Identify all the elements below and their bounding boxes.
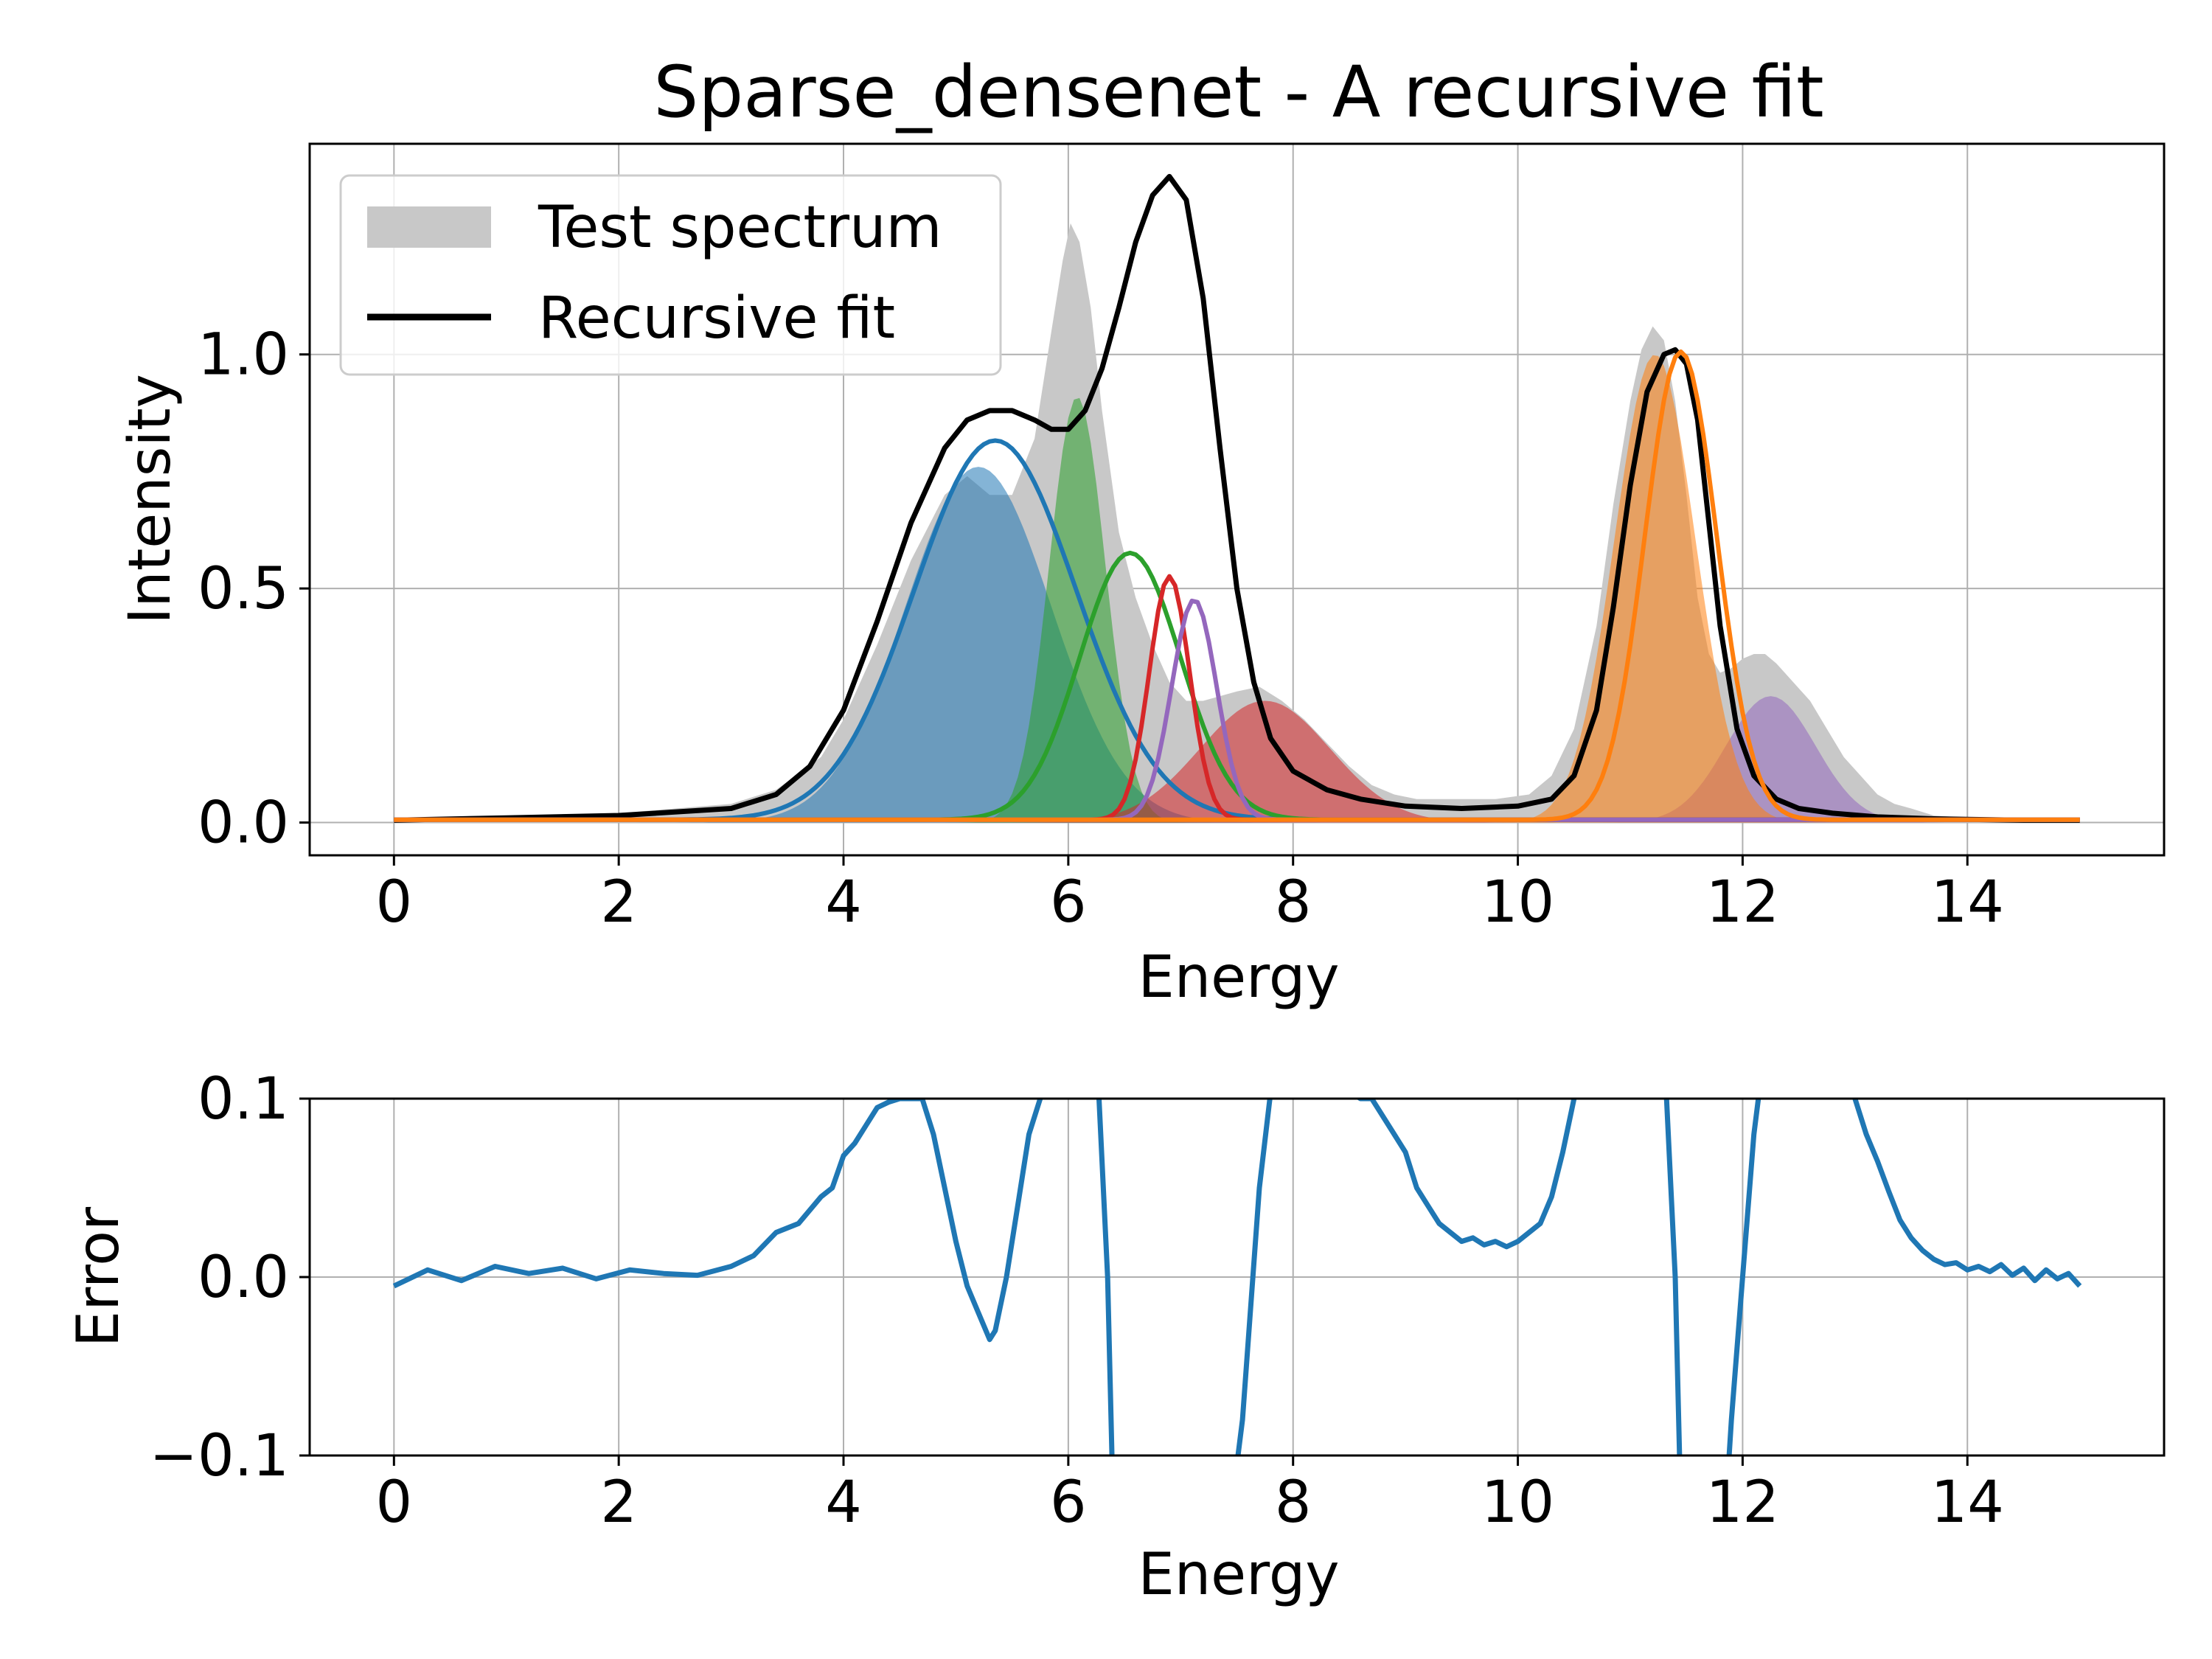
bottom-x-tick-label: 2 xyxy=(600,1470,637,1536)
error-plot-area xyxy=(392,1099,2082,1455)
legend-test-spectrum-swatch xyxy=(367,206,491,248)
legend-recursive-fit-label: Recursive fit xyxy=(538,285,895,352)
legend-box xyxy=(339,174,1002,376)
spectrum-panel: Sparse_densenet - A recursive fit 0 2 4 6 8 1… xyxy=(117,51,2166,1011)
component-5-line xyxy=(394,349,2080,822)
top-y-tick-label: 1.0 xyxy=(198,322,289,389)
top-x-tick-label: 0 xyxy=(375,869,412,936)
error-panel: 0 2 4 6 8 10 12 14 −0.1 0.0 0.1 Energy Error xyxy=(66,1066,2166,1608)
component-5-filled-area xyxy=(394,355,2080,823)
top-y-tick-label: 0.0 xyxy=(198,790,289,857)
bottom-x-tick-label: 4 xyxy=(825,1470,862,1536)
bottom-y-tick-label: 0.1 xyxy=(198,1066,289,1133)
bottom-x-tick-label: 12 xyxy=(1706,1470,1779,1536)
top-x-tick-label: 4 xyxy=(825,869,862,936)
bottom-y-ticks: −0.1 0.0 0.1 xyxy=(150,1066,310,1489)
top-x-tick-label: 12 xyxy=(1706,869,1779,936)
component-4-filled-area xyxy=(394,696,2080,823)
bottom-x-tick-label: 8 xyxy=(1275,1470,1312,1536)
bottom-x-tick-label: 14 xyxy=(1931,1470,2004,1536)
legend-test-spectrum-label: Test spectrum xyxy=(538,195,942,261)
legend: Test spectrum Recursive fit xyxy=(339,174,1002,376)
top-x-axis-label: Energy xyxy=(1138,945,1339,1011)
top-x-tick-label: 8 xyxy=(1275,869,1312,936)
error-line xyxy=(392,1099,2082,1455)
top-x-tick-label: 6 xyxy=(1050,869,1087,936)
bottom-y-axis-label: Error xyxy=(66,1206,132,1347)
bottom-y-tick-label: 0.0 xyxy=(198,1245,289,1311)
top-axes-frame xyxy=(308,142,2166,857)
component-3-filled-area xyxy=(394,700,2080,823)
recursive-fit-line xyxy=(394,173,2080,823)
spectrum-plot-area xyxy=(394,173,2080,823)
bottom-x-tick-label: 6 xyxy=(1050,1470,1087,1536)
top-x-ticks: 0 2 4 6 8 10 12 14 xyxy=(375,855,2004,936)
top-y-tick-label: 0.5 xyxy=(198,556,289,622)
bottom-x-tick-label: 0 xyxy=(375,1470,412,1536)
bottom-x-axis-label: Energy xyxy=(1138,1542,1339,1608)
bottom-x-ticks: 0 2 4 6 8 10 12 14 xyxy=(375,1455,2004,1536)
chart-title: Sparse_densenet - A recursive fit xyxy=(653,51,1823,133)
top-x-tick-label: 10 xyxy=(1481,869,1554,936)
top-x-tick-label: 14 xyxy=(1931,869,2004,936)
top-y-axis-label: Intensity xyxy=(117,374,184,625)
bottom-y-tick-label: −0.1 xyxy=(150,1423,289,1489)
top-x-tick-label: 2 xyxy=(600,869,637,936)
bottom-x-tick-label: 10 xyxy=(1481,1470,1554,1536)
top-y-ticks: 0.0 0.5 1.0 xyxy=(198,322,310,857)
